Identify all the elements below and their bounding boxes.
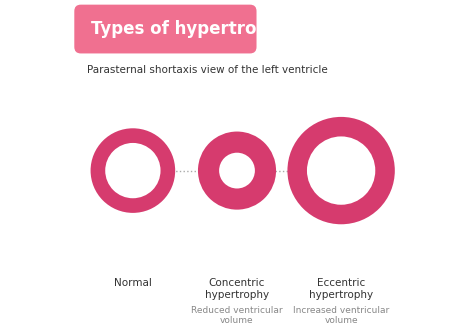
- Circle shape: [198, 131, 276, 210]
- Text: Types of hypertrophy: Types of hypertrophy: [91, 20, 291, 38]
- Circle shape: [287, 117, 395, 224]
- Text: Parasternal shortaxis view of the left ventricle: Parasternal shortaxis view of the left v…: [87, 65, 328, 75]
- Text: Reduced ventricular
volume: Reduced ventricular volume: [191, 306, 283, 325]
- Text: Eccentric
hypertrophy: Eccentric hypertrophy: [309, 278, 373, 300]
- Text: Normal: Normal: [114, 278, 152, 288]
- Circle shape: [105, 143, 161, 198]
- FancyBboxPatch shape: [74, 5, 256, 53]
- Circle shape: [91, 128, 175, 213]
- Circle shape: [307, 136, 375, 205]
- Text: Concentric
hypertrophy: Concentric hypertrophy: [205, 278, 269, 300]
- Circle shape: [219, 153, 255, 188]
- Text: Increased ventricular
volume: Increased ventricular volume: [293, 306, 389, 325]
